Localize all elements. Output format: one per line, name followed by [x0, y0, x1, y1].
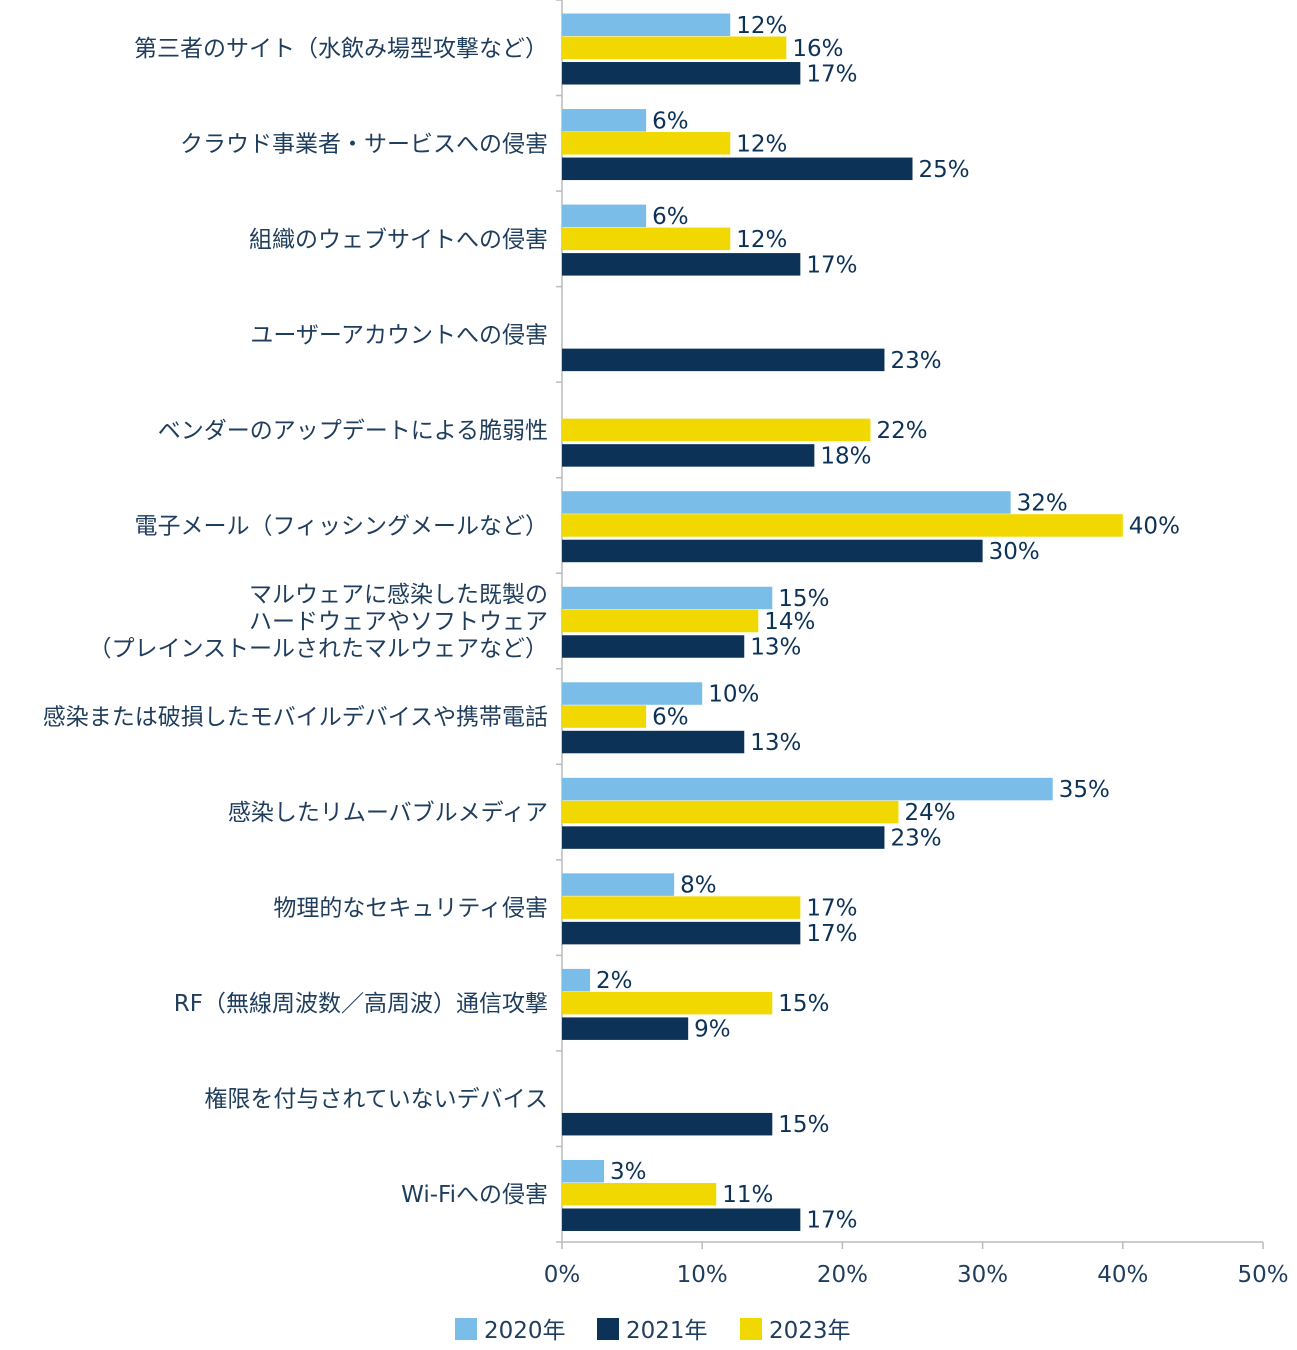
bar	[562, 705, 647, 728]
bar-value-label: 23%	[890, 348, 941, 374]
bar	[562, 13, 731, 37]
bar	[562, 253, 801, 276]
bar-value-label: 40%	[1129, 513, 1180, 539]
category-label: （プレインストールされたマルウェアなど）	[88, 636, 548, 662]
bar	[562, 62, 801, 85]
bar	[562, 444, 815, 467]
category-label: マルウェアに感染した既製の	[249, 582, 548, 608]
x-tick-label: 40%	[1097, 1262, 1148, 1288]
category-label: 感染または破損したモバイルデバイスや携帯電話	[43, 705, 548, 731]
legend-swatch	[740, 1318, 762, 1340]
x-tick-label: 20%	[817, 1262, 868, 1288]
bar	[562, 777, 1053, 801]
legend-label: 2023年	[769, 1318, 851, 1344]
category-label: 権限を付与されていないデバイス	[204, 1087, 548, 1113]
bar-value-label: 3%	[610, 1159, 647, 1185]
bar-value-label: 35%	[1059, 777, 1110, 803]
category-label: ハードウェアやソフトウェア	[249, 609, 548, 635]
bar-value-label: 16%	[792, 36, 843, 62]
category-label: 組織のウェブサイトへの侵害	[249, 227, 548, 253]
bar-value-label: 32%	[1017, 490, 1068, 516]
bar-value-label: 10%	[708, 682, 759, 708]
bar	[562, 1208, 801, 1231]
bar-value-label: 6%	[652, 204, 689, 230]
bar-value-label: 22%	[876, 418, 927, 444]
bar	[562, 204, 647, 228]
bar	[562, 418, 871, 442]
bar	[562, 1017, 689, 1040]
bar-value-label: 15%	[778, 991, 829, 1017]
bar	[562, 514, 1123, 537]
category-label: ユーザーアカウントへの侵害	[250, 322, 548, 348]
bar	[562, 1112, 773, 1136]
bar	[562, 826, 885, 849]
bar-value-label: 17%	[806, 1208, 857, 1234]
bar	[562, 968, 591, 992]
legend-swatch	[455, 1318, 477, 1340]
bar	[562, 896, 801, 919]
x-tick-label: 10%	[677, 1262, 728, 1288]
bar	[562, 109, 647, 132]
bar-value-label: 25%	[919, 157, 970, 183]
category-label: RF（無線周波数／高周波）通信攻撃	[174, 991, 548, 1017]
bar-value-label: 15%	[778, 586, 829, 612]
bar-value-label: 6%	[652, 108, 689, 134]
bar	[562, 873, 675, 896]
bar-value-label: 17%	[806, 61, 857, 87]
legend-label: 2021年	[626, 1318, 708, 1344]
bar	[562, 635, 745, 658]
bar-value-label: 15%	[778, 1112, 829, 1138]
bar-value-label: 30%	[989, 539, 1040, 565]
bar	[562, 491, 1011, 514]
bar-value-label: 17%	[806, 252, 857, 278]
bar	[562, 1159, 605, 1183]
bar	[562, 682, 703, 705]
legend-label: 2020年	[484, 1318, 566, 1344]
bar	[562, 348, 885, 372]
bar	[562, 157, 913, 181]
bar	[562, 921, 801, 945]
bar-value-label: 11%	[722, 1182, 773, 1208]
bar	[562, 586, 773, 610]
bar	[562, 609, 759, 633]
category-label: Wi-Fiへの侵害	[401, 1182, 548, 1208]
bar-value-label: 17%	[806, 896, 857, 922]
bar	[562, 36, 787, 60]
bar-value-label: 6%	[652, 705, 689, 731]
category-label: 物理的なセキュリティ侵害	[273, 896, 548, 922]
legend-swatch	[597, 1318, 619, 1340]
bar-value-label: 12%	[736, 13, 787, 39]
bar-value-label: 18%	[820, 443, 871, 469]
bar-value-label: 12%	[736, 227, 787, 253]
bar-value-label: 23%	[890, 826, 941, 852]
bar-value-label: 13%	[750, 635, 801, 661]
category-label: ベンダーのアップデートによる脆弱性	[158, 418, 548, 444]
x-tick-label: 30%	[957, 1262, 1008, 1288]
bar	[562, 991, 773, 1015]
bar	[562, 1182, 717, 1206]
category-label: クラウド事業者・サービスへの侵害	[180, 131, 548, 157]
bar-value-label: 9%	[694, 1017, 731, 1043]
bar-value-label: 2%	[596, 968, 633, 994]
x-tick-label: 0%	[544, 1262, 581, 1288]
category-label: 感染したリムーバブルメディア	[228, 800, 548, 826]
bar-value-label: 8%	[680, 873, 717, 899]
bar-value-label: 12%	[736, 131, 787, 157]
bar	[562, 800, 899, 824]
x-tick-label: 50%	[1237, 1262, 1288, 1288]
bar	[562, 730, 745, 754]
category-label: 電子メール（フィッシングメールなど）	[134, 513, 548, 539]
bar-value-label: 17%	[806, 921, 857, 947]
bar	[562, 539, 983, 563]
bar	[562, 227, 731, 251]
category-label: 第三者のサイト（水飲み場型攻撃など）	[134, 36, 548, 62]
bar	[562, 132, 731, 155]
bar-value-label: 24%	[904, 800, 955, 826]
bar-value-label: 14%	[764, 609, 815, 635]
bar-value-label: 13%	[750, 730, 801, 756]
